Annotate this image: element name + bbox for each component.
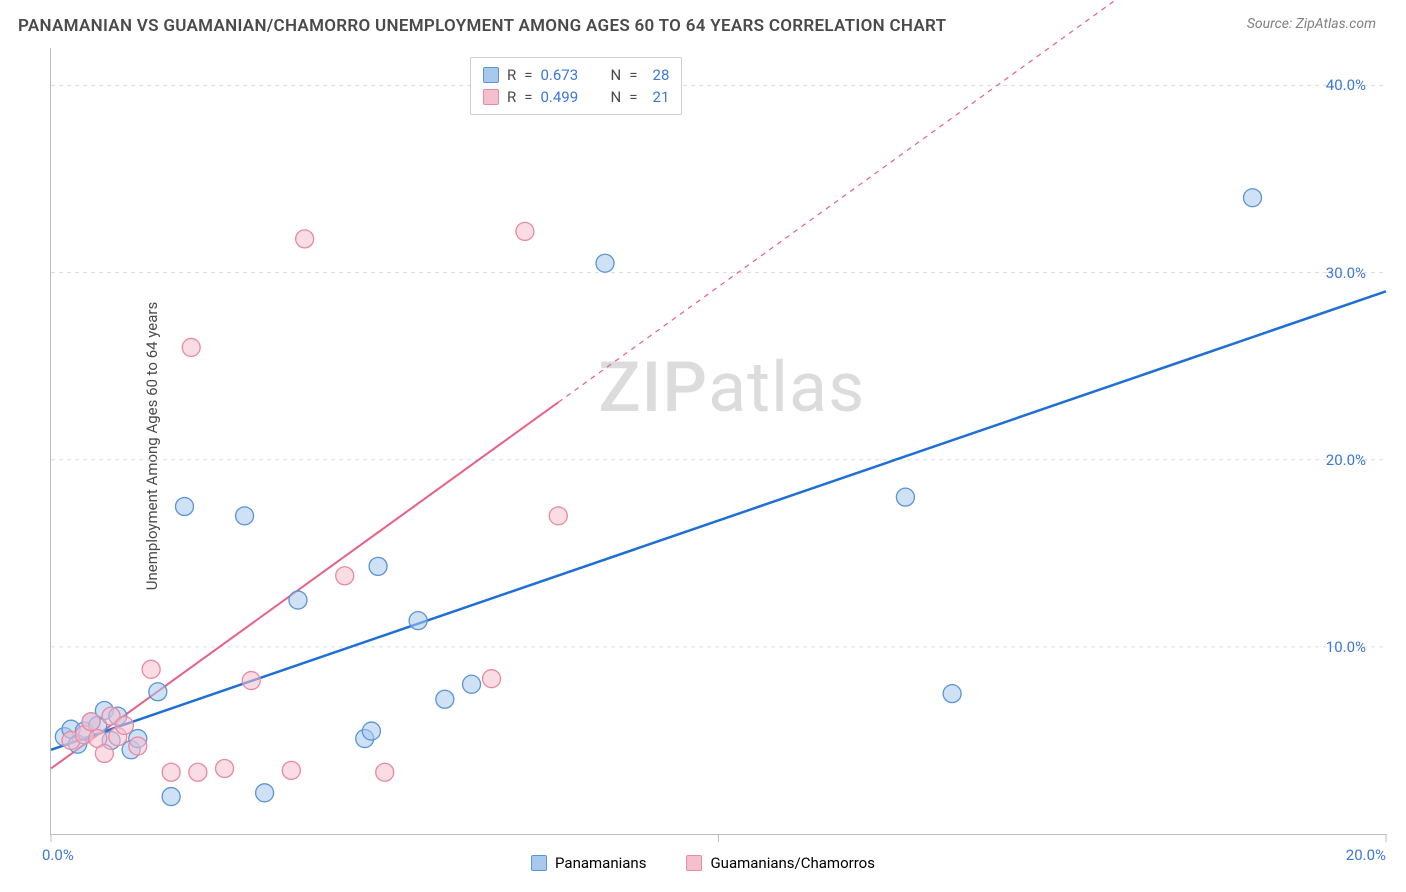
swatch-icon [531, 855, 547, 871]
swatch-icon [686, 855, 702, 871]
correlation-legend: R=0.673N=28R=0.499N=21 [470, 57, 682, 115]
y-tick-label: 40.0% [1326, 76, 1366, 94]
legend-label: Guamanians/Chamorros [710, 854, 874, 872]
legend-item-guamanians: Guamanians/Chamorros [686, 854, 874, 872]
plot-svg [51, 48, 1386, 834]
correlation-chart: PANAMANIAN VS GUAMANIAN/CHAMORRO UNEMPLO… [0, 0, 1406, 892]
plot-area: ZIPatlas 10.0%20.0%30.0%40.0% [50, 48, 1386, 835]
chart-title: PANAMANIAN VS GUAMANIAN/CHAMORRO UNEMPLO… [18, 16, 946, 36]
legend-label: Panamanians [555, 854, 646, 872]
source-label: Source: ZipAtlas.com [1247, 16, 1376, 32]
swatch-icon [483, 89, 499, 105]
y-tick-label: 30.0% [1326, 264, 1366, 282]
swatch-icon [483, 67, 499, 83]
y-tick-label: 20.0% [1326, 451, 1366, 469]
x-tick-label: 20.0% [1346, 846, 1386, 864]
x-tick-label: 0.0% [42, 846, 74, 864]
legend-row: R=0.499N=21 [483, 86, 669, 108]
legend-row: R=0.673N=28 [483, 64, 669, 86]
legend-item-panamanians: Panamanians [531, 854, 646, 872]
series-legend: Panamanians Guamanians/Chamorros [531, 854, 875, 872]
y-tick-label: 10.0% [1326, 638, 1366, 656]
